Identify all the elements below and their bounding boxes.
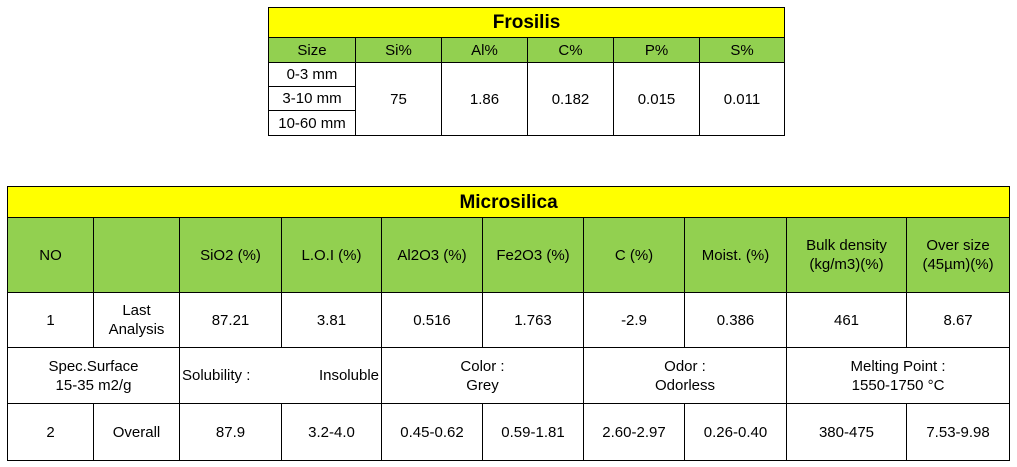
- header-cell: NO: [7, 217, 94, 293]
- property-cell: Color : Grey: [381, 347, 584, 404]
- size-cell: 3-10 mm: [268, 86, 356, 111]
- frosilis-table: Frosilis Size Si% Al% C% P% S% 0-3 mm 75 1.86 0.…: [267, 7, 786, 136]
- header-cell: L.O.I (%): [281, 217, 382, 293]
- header-cell: C (%): [583, 217, 685, 293]
- value-cell: 0.015: [613, 62, 700, 136]
- property-label: Spec.Surface: [48, 357, 139, 375]
- value-cell: 8.67: [905, 292, 1011, 348]
- microsilica-table: Microsilica NO SiO2 (%) L.O.I (%) Al2O3 (%)…: [6, 186, 1011, 461]
- value-cell: 75: [355, 62, 442, 136]
- property-cell: Odor : Odorless: [583, 347, 787, 404]
- value-cell: 87.21: [179, 292, 282, 348]
- header-cell: P%: [613, 37, 700, 63]
- table-title: Frosilis: [267, 7, 786, 38]
- header-cell: C%: [527, 37, 614, 63]
- header-cell: Si%: [355, 37, 442, 63]
- property: Solubility : Insoluble: [182, 366, 379, 385]
- header-cell: Fe2O3 (%): [482, 217, 584, 293]
- value-cell: 461: [786, 292, 907, 348]
- header-cell: Al%: [441, 37, 528, 63]
- value-cell: -2.9: [583, 292, 685, 348]
- property-value: 1550-1750 °C: [851, 376, 945, 394]
- value-cell: 1.763: [482, 292, 584, 348]
- value-cell: 87.9: [179, 403, 282, 461]
- property-value: Insoluble: [318, 367, 379, 384]
- property-cell: Solubility : Insoluble: [179, 347, 382, 404]
- value-cell: 0.386: [684, 292, 787, 348]
- no-cell: 2: [7, 403, 94, 461]
- value-cell: 0.45-0.62: [381, 403, 483, 461]
- value-cell: 1.86: [441, 62, 528, 136]
- header-cell: Al2O3 (%): [381, 217, 483, 293]
- property-value: 15-35 m2/g: [55, 376, 132, 394]
- property-label: Solubility :: [182, 367, 251, 384]
- header-cell: [93, 217, 180, 293]
- value-cell: 380-475: [786, 403, 907, 461]
- property-label: Color :: [460, 357, 505, 375]
- label-cell: Last Analysis: [93, 292, 180, 348]
- header-cell: Size: [268, 37, 356, 63]
- value-cell: 3.81: [281, 292, 382, 348]
- value-cell: 3.2-4.0: [281, 403, 382, 461]
- size-cell: 10-60 mm: [268, 110, 356, 136]
- value-cell: 0.26-0.40: [684, 403, 787, 461]
- property-label: Melting Point :: [850, 357, 946, 375]
- property-value: Odorless: [654, 376, 716, 394]
- property-cell: Spec.Surface 15-35 m2/g: [7, 347, 180, 404]
- value-cell: 0.516: [381, 292, 483, 348]
- header-cell: SiO2 (%): [179, 217, 282, 293]
- property-cell: Melting Point :1550-1750 °C: [785, 347, 1011, 404]
- property-value: Grey: [466, 376, 499, 394]
- size-cell: 0-3 mm: [268, 62, 356, 87]
- header-cell: Bulk density (kg/m3)(%): [786, 217, 907, 293]
- property-label: Odor :: [664, 357, 706, 375]
- header-cell: S%: [698, 37, 786, 63]
- value-cell: 7.53-9.98: [905, 403, 1011, 461]
- header-cell: Moist. (%): [684, 217, 787, 293]
- value-cell: 0.011: [698, 62, 786, 136]
- value-cell: 0.59-1.81: [482, 403, 584, 461]
- table-title: Microsilica: [6, 186, 1011, 218]
- no-cell: 1: [7, 292, 94, 348]
- value-cell: 2.60-2.97: [583, 403, 685, 461]
- label-cell: Overall: [93, 403, 180, 461]
- value-cell: 0.182: [527, 62, 614, 136]
- header-cell: Over size (45µm)(%): [905, 217, 1011, 293]
